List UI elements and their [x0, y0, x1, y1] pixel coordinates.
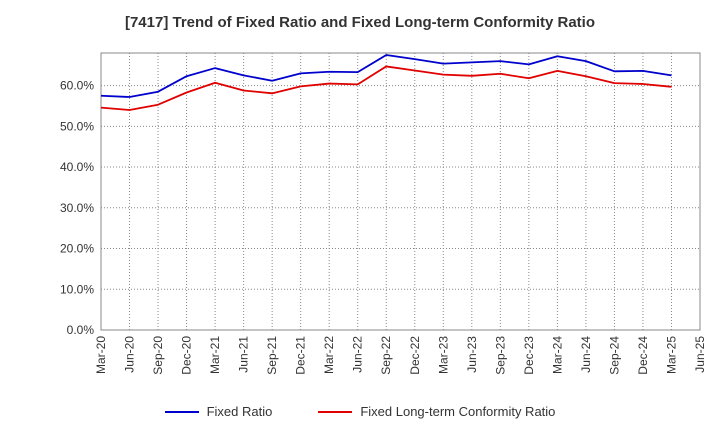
x-tick-label: Dec-23: [522, 336, 536, 375]
legend-label-fixed-ratio: Fixed Ratio: [206, 404, 273, 419]
y-tick-label: 0.0%: [67, 323, 95, 337]
chart-title: [7417] Trend of Fixed Ratio and Fixed Lo…: [124, 14, 596, 31]
x-tick-label: Sep-24: [607, 336, 621, 375]
y-tick-label: 60.0%: [60, 79, 94, 93]
legend-swatch-fixed-long-term-conformity-ratio: [318, 410, 353, 413]
y-tick-label: 30.0%: [60, 201, 94, 215]
x-tick-label: Mar-23: [436, 336, 450, 374]
x-tick-label: Dec-21: [294, 336, 308, 375]
series-line-fixed-ratio: [100, 54, 672, 98]
x-tick-label: Jun-24: [579, 336, 593, 373]
legend: Fixed Ratio Fixed Long-term Conformity R…: [0, 404, 720, 419]
x-tick-label: Jun-23: [465, 336, 479, 373]
legend-swatch-fixed-ratio: [164, 410, 199, 413]
x-tick-label: Mar-22: [322, 336, 336, 374]
x-tick-label: Sep-23: [493, 336, 507, 375]
x-tick-label: Dec-22: [408, 336, 422, 375]
legend-item-fixed-ratio: Fixed Ratio: [164, 404, 273, 419]
x-tick-label: Sep-22: [379, 336, 393, 375]
x-tick-label: Mar-20: [94, 336, 108, 374]
y-tick-label: 20.0%: [60, 242, 94, 256]
x-tick-label: Dec-24: [636, 336, 650, 375]
x-tick-label: Mar-25: [664, 336, 678, 374]
series-line-fixed-long-term-conformity-ratio: [100, 65, 672, 111]
y-tick-label: 10.0%: [60, 282, 94, 296]
y-tick-label: 40.0%: [60, 160, 94, 174]
x-tick-label: Dec-20: [180, 336, 194, 375]
legend-label-fixed-long-term-conformity-ratio: Fixed Long-term Conformity Ratio: [360, 404, 556, 419]
y-tick-label: 50.0%: [60, 119, 94, 133]
x-tick-label: Jun-21: [237, 336, 251, 373]
plot-frame: [100, 52, 701, 331]
x-tick-label: Mar-21: [208, 336, 222, 374]
x-tick-label: Jun-25: [693, 336, 707, 373]
legend-item-fixed-long-term-conformity-ratio: Fixed Long-term Conformity Ratio: [318, 404, 555, 419]
x-tick-label: Mar-24: [550, 336, 564, 374]
x-tick-label: Jun-20: [123, 336, 137, 373]
x-tick-label: Sep-20: [151, 336, 165, 375]
x-tick-label: Jun-22: [351, 336, 365, 373]
x-tick-label: Sep-21: [265, 336, 279, 375]
